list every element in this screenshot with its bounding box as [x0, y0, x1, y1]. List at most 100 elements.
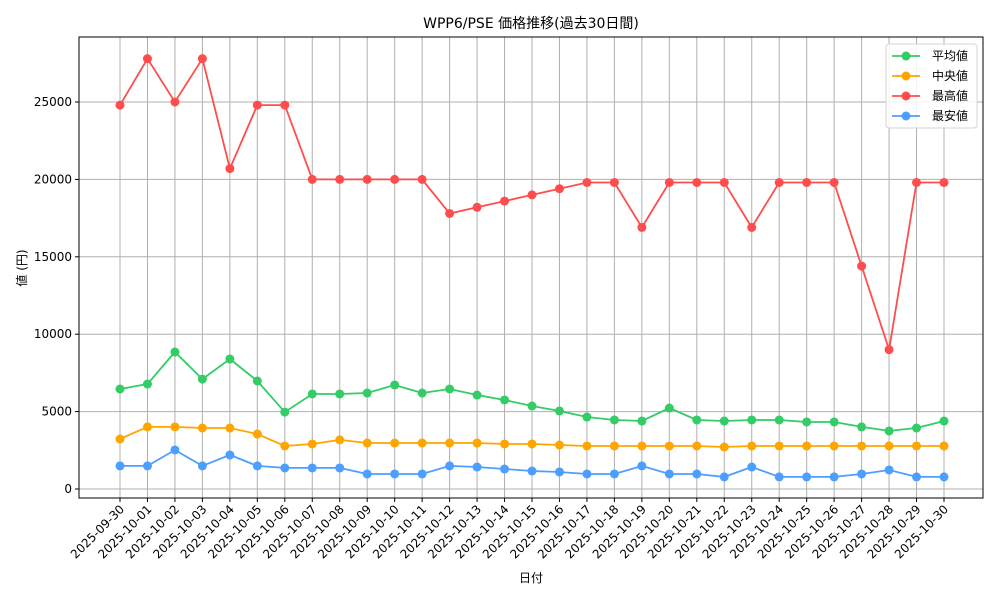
data-point — [252, 376, 262, 386]
legend-label: 最高値 — [932, 88, 968, 103]
data-point — [912, 177, 922, 187]
data-point — [774, 472, 784, 482]
data-point — [307, 439, 317, 449]
data-point — [307, 463, 317, 473]
data-point — [554, 406, 564, 416]
data-point — [390, 469, 400, 479]
data-point — [472, 462, 482, 472]
data-point — [335, 389, 345, 399]
plot-area-frame — [78, 36, 984, 499]
data-point — [857, 469, 867, 479]
legend-item: 平均値 — [892, 48, 968, 63]
data-point — [280, 100, 290, 110]
data-point — [472, 438, 482, 448]
y-tick-label: 5000 — [41, 405, 72, 419]
data-point — [335, 463, 345, 473]
legend-label: 中央値 — [932, 68, 968, 83]
legend-label: 最安値 — [932, 108, 968, 123]
data-point — [142, 461, 152, 471]
data-point — [747, 462, 757, 472]
data-point — [802, 417, 812, 427]
data-point — [637, 441, 647, 451]
data-point — [252, 100, 262, 110]
y-tick-label: 10000 — [34, 327, 72, 341]
data-point — [609, 415, 619, 425]
data-point — [664, 441, 674, 451]
data-point — [609, 177, 619, 187]
data-point — [142, 379, 152, 389]
y-tick-label: 0 — [64, 482, 72, 496]
data-point — [225, 450, 235, 460]
y-tick-label: 15000 — [34, 250, 72, 264]
y-tick-label: 25000 — [34, 95, 72, 109]
legend-marker-icon — [901, 51, 911, 61]
data-point — [362, 438, 372, 448]
data-point — [170, 347, 180, 357]
data-point — [280, 407, 290, 417]
data-point — [719, 472, 729, 482]
data-point — [802, 441, 812, 451]
data-point — [500, 196, 510, 206]
data-point — [939, 472, 949, 482]
data-point — [912, 472, 922, 482]
data-point — [692, 415, 702, 425]
data-point — [362, 174, 372, 184]
data-point — [445, 461, 455, 471]
data-point — [829, 472, 839, 482]
data-point — [939, 441, 949, 451]
data-point — [500, 395, 510, 405]
data-point — [417, 388, 427, 398]
data-point — [445, 208, 455, 218]
data-point — [912, 441, 922, 451]
legend-item: 最安値 — [892, 108, 968, 123]
data-point — [197, 374, 207, 384]
legend-marker-icon — [901, 111, 911, 121]
data-point — [225, 423, 235, 433]
data-point — [307, 174, 317, 184]
legend-item: 中央値 — [892, 68, 968, 83]
data-point — [692, 177, 702, 187]
data-point — [225, 354, 235, 364]
data-point — [719, 416, 729, 426]
data-point — [197, 461, 207, 471]
data-point — [115, 100, 125, 110]
data-point — [664, 469, 674, 479]
data-point — [912, 423, 922, 433]
data-point — [225, 164, 235, 174]
data-point — [609, 441, 619, 451]
legend-label: 平均値 — [932, 48, 968, 63]
data-point — [554, 184, 564, 194]
data-point — [335, 435, 345, 445]
data-point — [142, 422, 152, 432]
data-point — [390, 174, 400, 184]
data-point — [307, 389, 317, 399]
data-point — [884, 426, 894, 436]
data-point — [527, 466, 537, 476]
data-point — [802, 177, 812, 187]
data-point — [692, 441, 702, 451]
y-tick-label: 20000 — [34, 172, 72, 186]
data-point — [252, 461, 262, 471]
data-point — [774, 177, 784, 187]
data-point — [664, 403, 674, 413]
series-3 — [115, 445, 949, 482]
data-point — [142, 54, 152, 64]
data-point — [692, 469, 702, 479]
legend-item: 最高値 — [892, 88, 968, 103]
series-0 — [115, 347, 949, 436]
data-point — [280, 463, 290, 473]
data-point — [115, 434, 125, 444]
data-point — [939, 177, 949, 187]
series-2 — [115, 54, 949, 355]
data-point — [417, 469, 427, 479]
data-point — [197, 54, 207, 64]
data-point — [582, 469, 592, 479]
data-point — [280, 441, 290, 451]
data-point — [884, 441, 894, 451]
x-axis-label: 日付 — [519, 571, 543, 585]
series-1 — [115, 422, 949, 452]
data-point — [335, 174, 345, 184]
data-point — [829, 177, 839, 187]
data-point — [417, 174, 427, 184]
